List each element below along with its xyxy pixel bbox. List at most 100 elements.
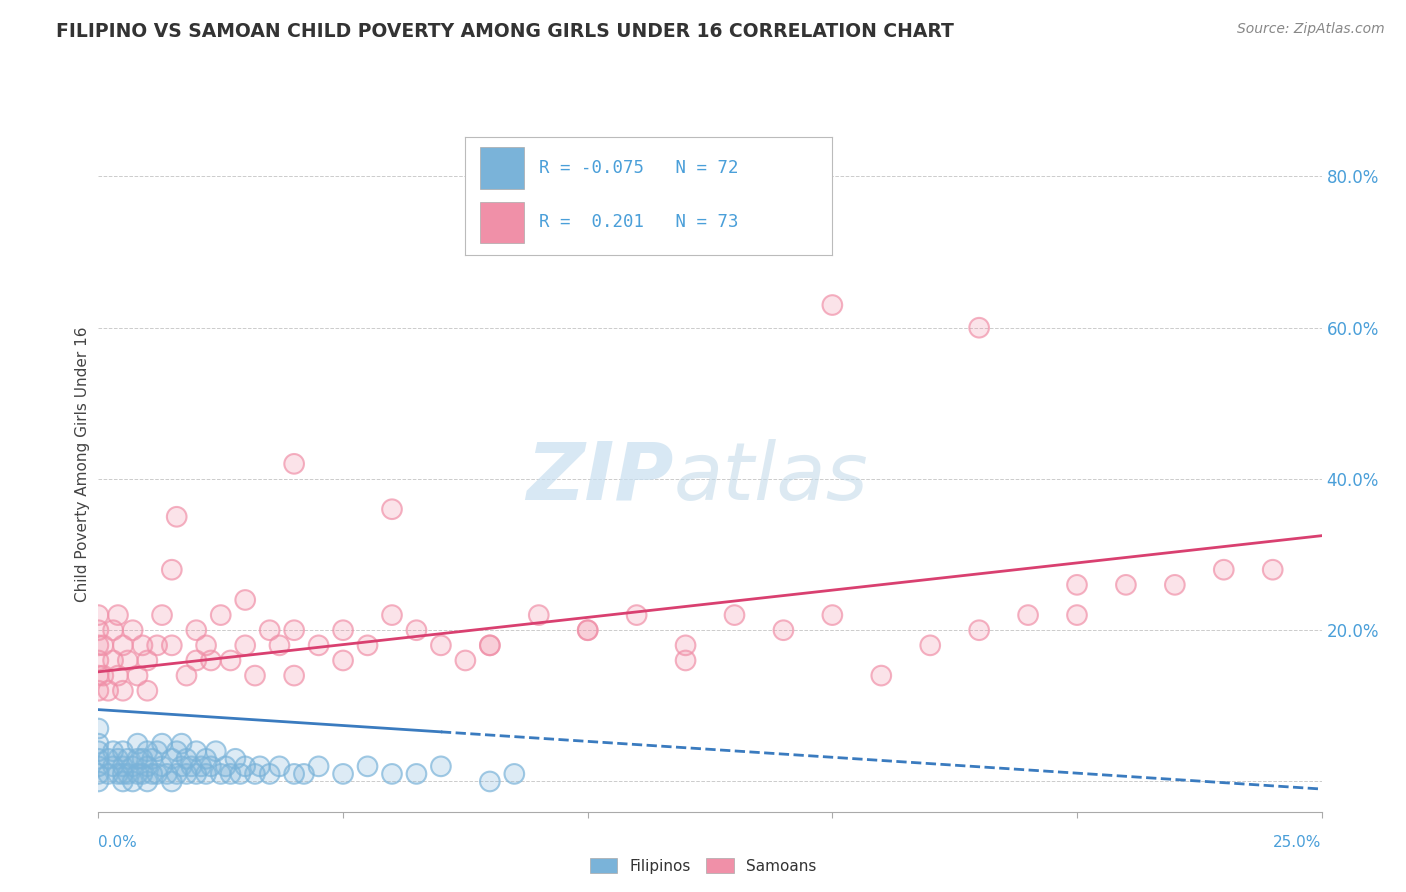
Point — [186, 624, 208, 638]
Point — [121, 774, 143, 789]
Point — [920, 638, 942, 652]
Point — [332, 624, 354, 638]
Point — [821, 608, 844, 623]
Point — [209, 767, 232, 781]
Point — [87, 737, 110, 751]
Point — [107, 608, 129, 623]
Point — [117, 767, 139, 781]
Point — [136, 759, 159, 773]
Point — [146, 744, 169, 758]
Point — [1212, 563, 1234, 577]
Point — [107, 668, 129, 682]
Point — [111, 767, 134, 781]
Point — [454, 653, 477, 667]
Point — [195, 767, 218, 781]
Point — [219, 653, 242, 667]
Point — [200, 653, 222, 667]
Y-axis label: Child Poverty Among Girls Under 16: Child Poverty Among Girls Under 16 — [75, 326, 90, 601]
Point — [87, 752, 110, 766]
Point — [200, 759, 222, 773]
Point — [107, 767, 129, 781]
Point — [283, 668, 305, 682]
Point — [283, 457, 305, 471]
Point — [127, 767, 149, 781]
Point — [170, 759, 193, 773]
Point — [1066, 608, 1088, 623]
Point — [430, 638, 453, 652]
Point — [259, 624, 281, 638]
Point — [1017, 608, 1039, 623]
Point — [180, 759, 202, 773]
Point — [170, 759, 193, 773]
Point — [527, 608, 550, 623]
Point — [478, 638, 501, 652]
Point — [233, 638, 256, 652]
Point — [160, 752, 183, 766]
Point — [87, 744, 110, 758]
Point — [200, 653, 222, 667]
Point — [111, 774, 134, 789]
Point — [127, 752, 149, 766]
Point — [87, 767, 110, 781]
Point — [87, 653, 110, 667]
Point — [233, 759, 256, 773]
Point — [87, 668, 110, 682]
Point — [283, 767, 305, 781]
Point — [381, 608, 404, 623]
Point — [249, 759, 271, 773]
Point — [1164, 578, 1187, 592]
Point — [91, 638, 114, 652]
Point — [87, 624, 110, 638]
Point — [97, 683, 120, 698]
Point — [821, 298, 844, 312]
Point — [527, 608, 550, 623]
Point — [195, 767, 218, 781]
Point — [136, 653, 159, 667]
Point — [87, 668, 110, 682]
Point — [101, 653, 124, 667]
Point — [87, 683, 110, 698]
Text: 25.0%: 25.0% — [1274, 836, 1322, 850]
Point — [332, 767, 354, 781]
Point — [166, 744, 188, 758]
Point — [675, 653, 697, 667]
Point — [87, 752, 110, 766]
Point — [478, 774, 501, 789]
Text: atlas: atlas — [673, 439, 868, 516]
Point — [87, 608, 110, 623]
Point — [870, 668, 893, 682]
Point — [87, 624, 110, 638]
Point — [127, 737, 149, 751]
Point — [308, 638, 330, 652]
Point — [1164, 578, 1187, 592]
Point — [111, 744, 134, 758]
Point — [87, 653, 110, 667]
Point — [146, 638, 169, 652]
Point — [91, 668, 114, 682]
Point — [160, 752, 183, 766]
Legend: Filipinos, Samoans: Filipinos, Samoans — [583, 852, 823, 880]
Point — [675, 638, 697, 652]
Point — [870, 668, 893, 682]
Point — [87, 774, 110, 789]
Point — [176, 668, 198, 682]
Point — [259, 624, 281, 638]
Point — [160, 563, 183, 577]
Point — [107, 767, 129, 781]
Point — [166, 509, 188, 524]
Point — [150, 737, 173, 751]
Point — [772, 624, 794, 638]
Point — [156, 767, 179, 781]
Point — [233, 759, 256, 773]
Point — [111, 683, 134, 698]
Point — [87, 722, 110, 736]
Point — [209, 608, 232, 623]
Point — [117, 653, 139, 667]
Point — [1261, 563, 1284, 577]
Point — [405, 767, 427, 781]
Point — [195, 752, 218, 766]
Point — [150, 608, 173, 623]
Point — [626, 608, 648, 623]
Point — [219, 767, 242, 781]
Point — [91, 668, 114, 682]
